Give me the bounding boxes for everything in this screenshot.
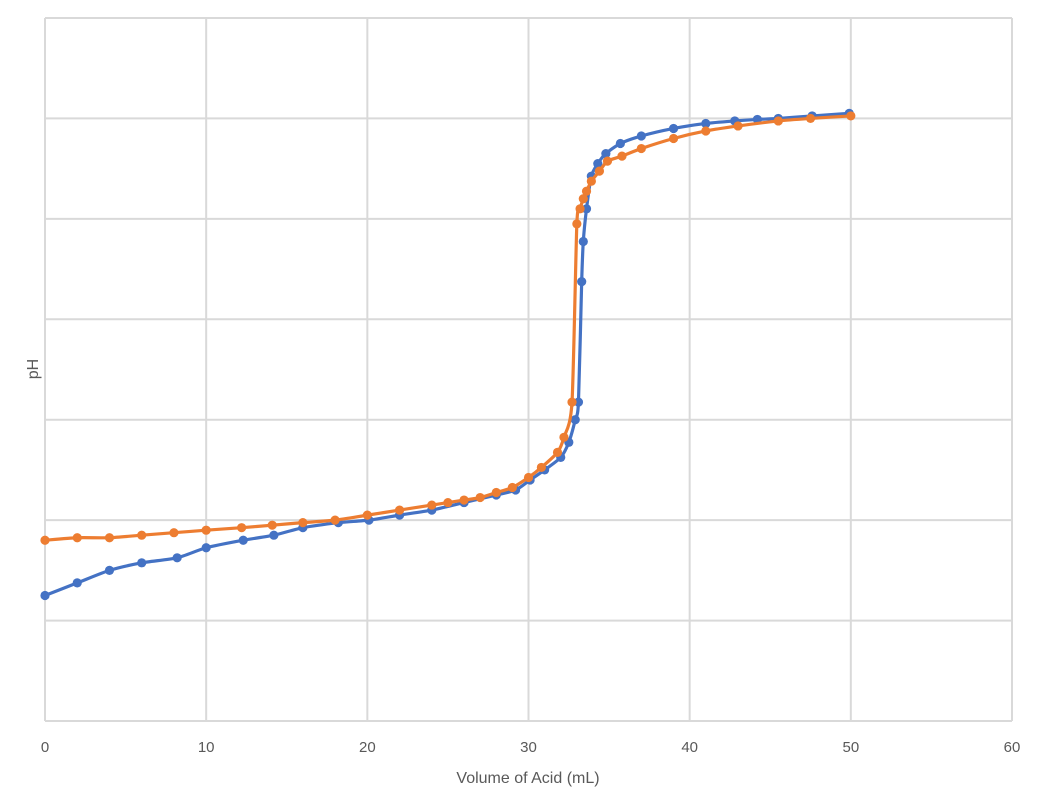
- series-1-point: [570, 415, 580, 425]
- series-2-point: [443, 497, 453, 508]
- x-tick-label: 30: [520, 739, 537, 756]
- series-2-point: [475, 492, 485, 503]
- series-1-line: [43, 111, 851, 598]
- x-tick-label: 0: [41, 739, 49, 756]
- series-layer: [40, 108, 856, 601]
- series-1-point: [581, 204, 592, 214]
- series-1-point: [615, 138, 625, 149]
- series-1-point: [578, 236, 588, 247]
- series-2-point: [668, 133, 679, 144]
- series-2-point: [572, 219, 582, 229]
- series-2-point: [586, 176, 596, 186]
- series-2-point: [602, 156, 613, 166]
- series-1-point: [593, 159, 603, 169]
- series-1-point: [40, 590, 50, 601]
- series-2-point: [846, 111, 856, 121]
- series-2-line: [43, 114, 853, 542]
- series-2-point: [552, 447, 563, 457]
- x-tick-labels: 0 10 20 30 40 50 60: [41, 739, 1021, 756]
- series-2: [40, 111, 856, 545]
- series-2-point: [636, 143, 646, 154]
- x-tick-label: 20: [359, 739, 376, 756]
- series-2-point: [169, 528, 179, 538]
- series-1-point: [701, 118, 711, 129]
- series-2-point: [491, 487, 501, 498]
- series-1-point: [172, 553, 182, 563]
- x-axis-title: Volume of Acid (mL): [456, 770, 599, 787]
- series-1-point: [269, 530, 279, 540]
- series-2-point: [805, 113, 816, 124]
- x-tick-label: 60: [1004, 739, 1021, 756]
- series-1-point: [577, 277, 587, 287]
- series-2-point: [40, 535, 50, 545]
- x-tick-label: 50: [842, 739, 859, 756]
- series-1-point: [72, 578, 82, 588]
- series-2-point: [237, 523, 247, 533]
- x-tick-label: 10: [198, 739, 215, 756]
- series-2-point: [104, 533, 115, 543]
- series-2-point: [578, 194, 588, 204]
- series-1-point: [137, 558, 147, 568]
- series-1-point: [238, 535, 248, 545]
- series-2-point: [773, 116, 783, 126]
- series-2-point: [267, 520, 277, 530]
- series-2-point: [137, 530, 147, 540]
- series-1: [40, 108, 854, 601]
- series-2-point: [733, 121, 743, 131]
- series-2-point: [459, 495, 469, 505]
- series-2-point: [362, 510, 372, 520]
- series-2-point: [594, 166, 605, 176]
- series-2-point: [394, 505, 405, 515]
- series-1-point: [104, 565, 115, 575]
- series-1-point: [668, 123, 679, 134]
- series-2-point: [330, 515, 340, 525]
- series-1-point: [201, 543, 211, 553]
- series-2-point: [567, 397, 577, 407]
- series-2-point: [575, 204, 585, 214]
- series-2-point: [72, 533, 82, 543]
- gridlines: [44, 17, 1013, 722]
- series-1-point: [601, 148, 611, 159]
- series-2-point: [559, 432, 569, 442]
- series-2-point: [581, 186, 592, 196]
- x-tick-label: 40: [681, 739, 698, 756]
- series-1-point: [636, 131, 646, 141]
- series-2-point: [298, 518, 308, 528]
- series-2-point: [523, 472, 534, 483]
- series-2-point: [617, 151, 627, 161]
- series-2-point: [507, 482, 517, 493]
- series-1-point: [573, 397, 584, 407]
- series-2-point: [427, 500, 437, 510]
- series-2-point: [701, 126, 711, 136]
- y-axis-title: pH: [25, 359, 42, 379]
- series-2-point: [201, 525, 211, 535]
- series-2-point: [536, 462, 546, 473]
